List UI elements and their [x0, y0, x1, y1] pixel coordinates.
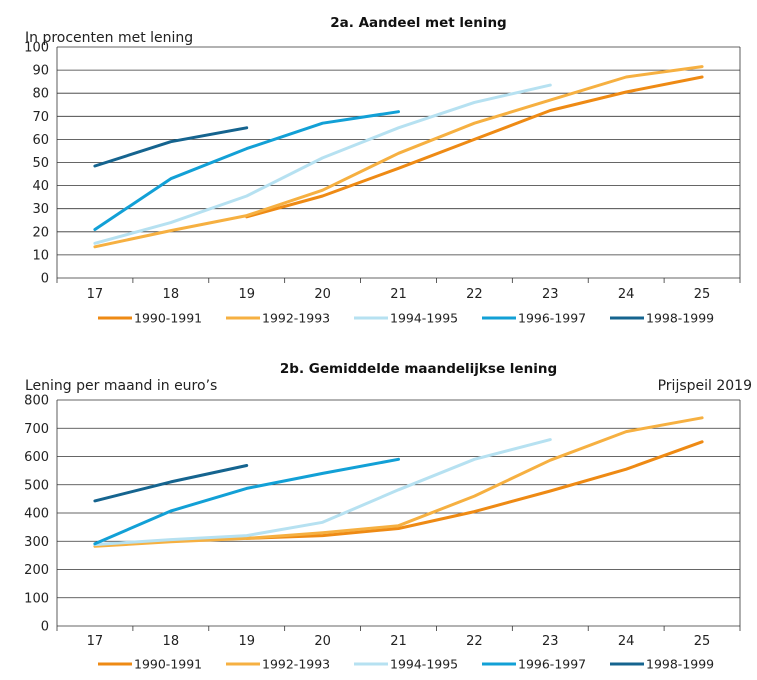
legend-item: 1998-1999: [610, 311, 714, 326]
x-tick-label: 18: [163, 287, 180, 302]
y-tick-label: 300: [24, 535, 49, 550]
price-level-label: Prijspeil 2019: [658, 378, 752, 394]
y-tick-label: 800: [24, 394, 49, 409]
x-tick-label: 25: [694, 287, 711, 302]
y-tick-label: 0: [41, 272, 49, 287]
x-tick-label: 21: [390, 287, 407, 302]
legend-label: 1994-1995: [390, 311, 458, 326]
legend-item: 1996-1997: [482, 657, 586, 672]
x-tick-label: 17: [87, 287, 104, 302]
x-tick-label: 24: [618, 634, 635, 649]
x-tick-label: 23: [542, 634, 559, 649]
legend-item: 1990-1991: [98, 657, 202, 672]
x-tick-label: 20: [314, 634, 331, 649]
y-tick-label: 20: [32, 225, 49, 240]
x-tick-label: 22: [466, 634, 483, 649]
series-line-1992-1993: [93, 65, 704, 249]
series-line-1994-1995: [93, 83, 552, 245]
legend-item: 1994-1995: [354, 657, 458, 672]
series-line-1996-1997: [93, 110, 400, 231]
series-line-1990-1991: [245, 75, 704, 219]
legend-item: 1992-1993: [226, 657, 330, 672]
y-tick-label: 0: [41, 620, 49, 635]
x-tick-label: 22: [466, 287, 483, 302]
y-tick-label: 80: [32, 87, 49, 102]
y-axis-label: In procenten met lening: [25, 30, 193, 46]
series-line-1992-1993: [93, 416, 704, 548]
series-line-1996-1997: [93, 457, 400, 546]
legend-label: 1990-1991: [134, 311, 202, 326]
y-tick-label: 30: [32, 202, 49, 217]
x-tick-label: 18: [163, 634, 180, 649]
legend-item: 1990-1991: [98, 311, 202, 326]
legend-item: 1998-1999: [610, 657, 714, 672]
chart-title: 2a. Aandeel met lening: [330, 15, 506, 31]
y-tick-label: 200: [24, 563, 49, 578]
legend-label: 1990-1991: [134, 657, 202, 672]
legend-label: 1992-1993: [262, 311, 330, 326]
y-tick-label: 100: [24, 591, 49, 606]
series-line-1990-1991: [245, 440, 704, 540]
x-tick-label: 21: [390, 634, 407, 649]
y-axis-label: Lening per maand in euro’s: [25, 378, 217, 394]
series-line-1998-1999: [93, 464, 249, 503]
y-tick-label: 600: [24, 450, 49, 465]
y-tick-label: 40: [32, 179, 49, 194]
series-line-1998-1999: [93, 126, 249, 168]
x-tick-label: 20: [314, 287, 331, 302]
y-tick-label: 50: [32, 156, 49, 171]
legend-label: 1998-1999: [646, 311, 714, 326]
chart-1: 2a. Aandeel met lening In procenten met l…: [24, 15, 741, 326]
chart-title: 2b. Gemiddelde maandelijkse lening: [280, 361, 557, 377]
x-tick-label: 25: [694, 634, 711, 649]
legend-label: 1998-1999: [646, 657, 714, 672]
y-tick-label: 500: [24, 478, 49, 493]
legend-item: 1996-1997: [482, 311, 586, 326]
y-tick-label: 400: [24, 507, 49, 522]
chart-2: 2b. Gemiddelde maandelijkse lening Lening…: [24, 361, 752, 672]
legend-label: 1996-1997: [518, 311, 586, 326]
y-tick-label: 10: [32, 248, 49, 263]
legend-label: 1996-1997: [518, 657, 586, 672]
x-tick-label: 19: [238, 634, 255, 649]
series-line-1994-1995: [93, 438, 552, 547]
y-tick-label: 90: [32, 64, 49, 79]
legend-label: 1994-1995: [390, 657, 458, 672]
x-tick-label: 23: [542, 287, 559, 302]
legend-item: 1992-1993: [226, 311, 330, 326]
x-tick-label: 17: [87, 634, 104, 649]
y-tick-label: 60: [32, 133, 49, 148]
x-tick-label: 19: [238, 287, 255, 302]
y-tick-label: 100: [24, 41, 49, 56]
legend-label: 1992-1993: [262, 657, 330, 672]
x-tick-label: 24: [618, 287, 635, 302]
y-tick-label: 70: [32, 110, 49, 125]
y-tick-label: 700: [24, 422, 49, 437]
legend-item: 1994-1995: [354, 311, 458, 326]
